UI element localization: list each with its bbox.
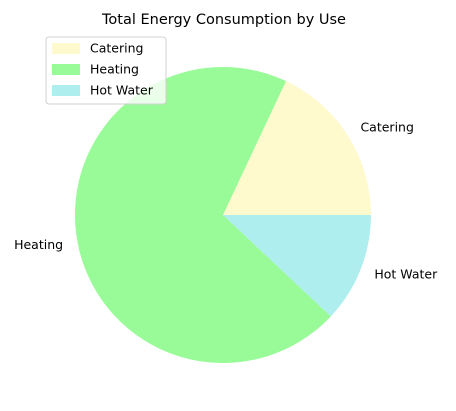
slice-label-heating: Heating	[14, 237, 63, 252]
legend-swatch-heating	[52, 64, 80, 75]
legend-swatch-hot-water	[52, 85, 80, 96]
legend-label-catering: Catering	[90, 41, 143, 56]
chart-title: Total Energy Consumption by Use	[101, 12, 346, 28]
legend-label-heating: Heating	[90, 62, 139, 77]
legend-swatch-catering	[52, 43, 80, 54]
legend: Catering Heating Hot Water	[45, 36, 167, 105]
pie-slice-labels: Catering Heating Hot Water	[14, 119, 438, 281]
slice-label-catering: Catering	[360, 119, 413, 134]
pie-slice-hot-water	[223, 215, 371, 317]
pie-slices	[75, 66, 371, 363]
legend-label-hot-water: Hot Water	[90, 83, 154, 98]
pie-slice-heating	[75, 66, 331, 363]
pie-slice-catering	[223, 81, 371, 215]
slice-label-hot-water: Hot Water	[374, 266, 438, 281]
